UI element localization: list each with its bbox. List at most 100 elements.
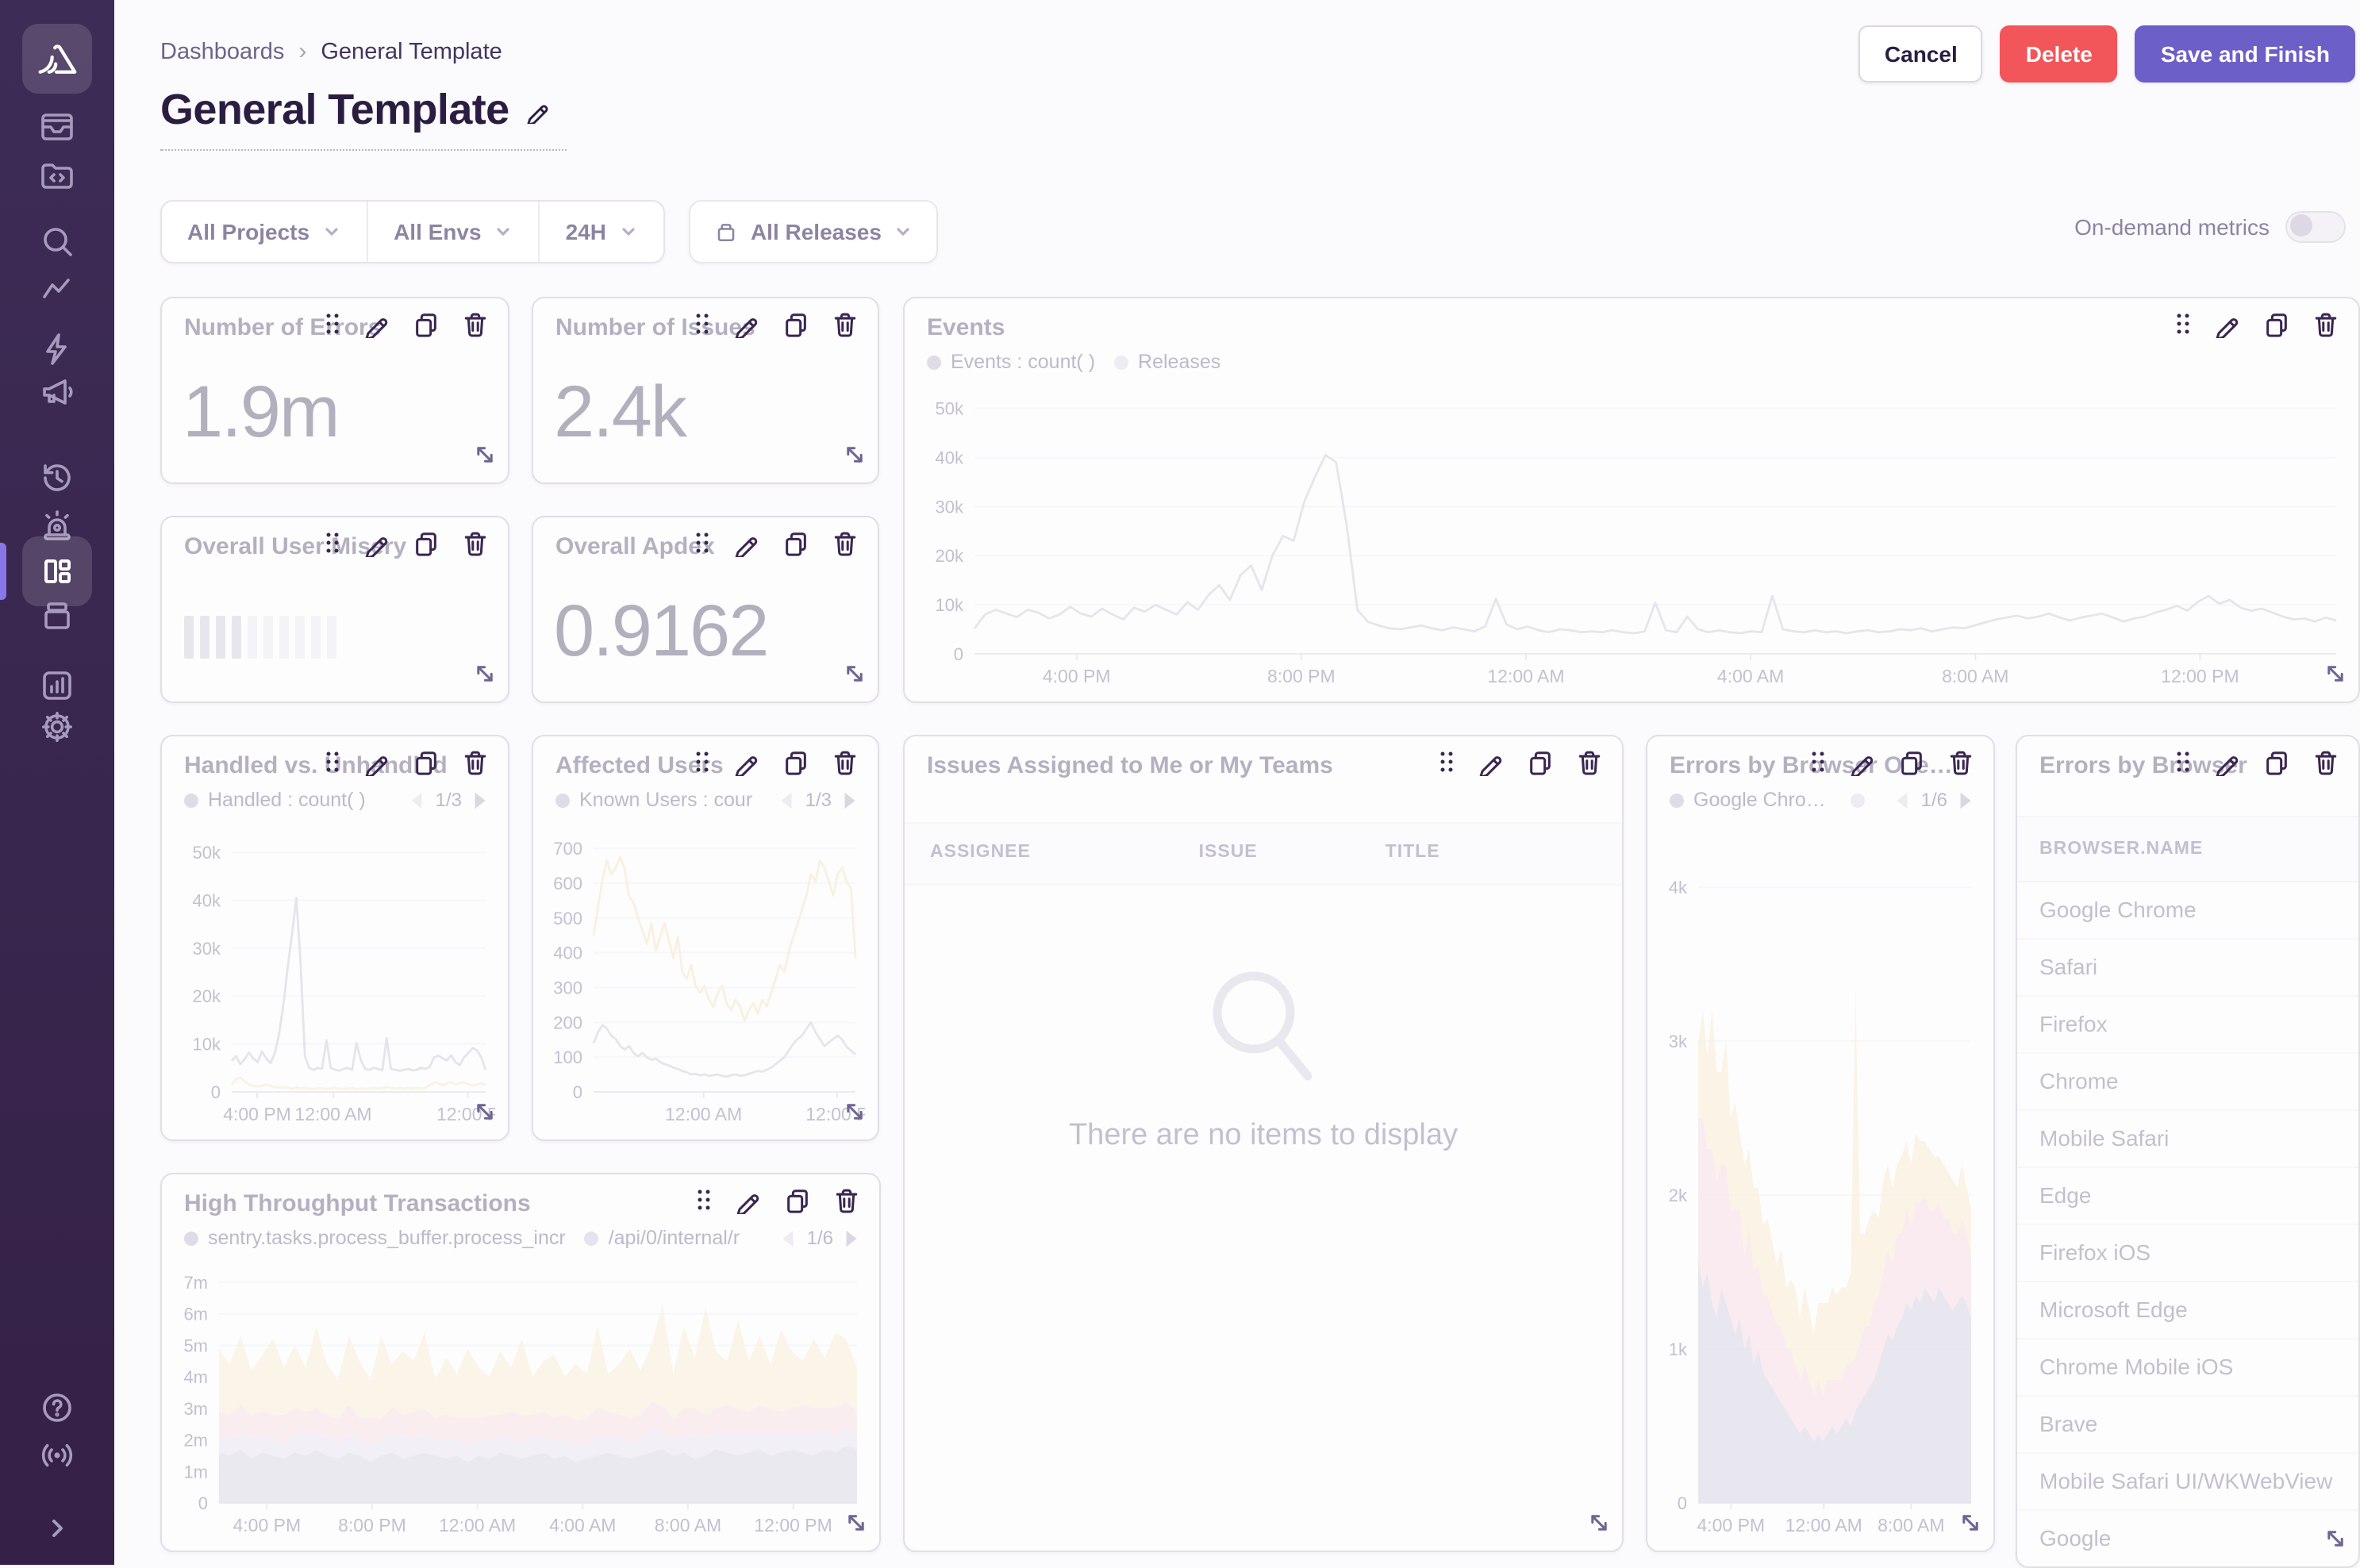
pagination-prev-icon[interactable] xyxy=(780,1228,796,1248)
chart-plot-area[interactable]: 0 1m 2m 3m 4m 5m 6m 7m 4:00 PM 8:00 PM 12:00 AM 4:0… xyxy=(175,1257,867,1541)
duplicate-copy-icon[interactable] xyxy=(782,311,809,338)
sidebar-item-performance[interactable] xyxy=(38,271,76,309)
delete-trash-icon[interactable] xyxy=(2312,749,2339,776)
drag-handle-icon[interactable] xyxy=(694,530,711,555)
resize-handle-icon[interactable] xyxy=(2323,662,2347,694)
drag-handle-icon[interactable] xyxy=(694,749,711,774)
delete-trash-icon[interactable] xyxy=(1947,749,1974,776)
duplicate-copy-icon[interactable] xyxy=(1898,749,1925,776)
resize-handle-icon[interactable] xyxy=(843,662,867,694)
delete-trash-icon[interactable] xyxy=(462,530,489,557)
table-row[interactable]: Google xyxy=(2017,1511,2358,1566)
edit-title-pencil-icon[interactable] xyxy=(525,98,551,132)
pagination-prev-icon[interactable] xyxy=(778,790,794,810)
drag-handle-icon[interactable] xyxy=(694,311,711,336)
duplicate-copy-icon[interactable] xyxy=(782,530,809,557)
legend-item[interactable] xyxy=(1851,793,1875,807)
breadcrumb-dashboards-link[interactable]: Dashboards xyxy=(160,39,285,64)
sidebar-item-feedback[interactable] xyxy=(38,373,76,411)
legend-item[interactable]: Known Users : cour xyxy=(555,789,752,811)
sidebar-item-issues[interactable] xyxy=(38,108,76,146)
pagination-next-icon[interactable] xyxy=(1958,790,1974,810)
sidebar-item-settings[interactable] xyxy=(38,708,76,746)
duplicate-copy-icon[interactable] xyxy=(782,749,809,776)
table-row[interactable]: Mobile Safari xyxy=(2017,1111,2358,1168)
drag-handle-icon[interactable] xyxy=(2174,311,2192,336)
drag-handle-icon[interactable] xyxy=(2174,749,2192,774)
sidebar-item-dashboards[interactable] xyxy=(22,536,92,606)
delete-trash-icon[interactable] xyxy=(462,311,489,338)
chart-plot-area[interactable]: 0 100 200 300 400 500 600 700 12:00 AM 12:00 P xyxy=(546,825,868,1130)
resize-handle-icon[interactable] xyxy=(844,1511,868,1543)
releases-filter[interactable]: All Releases xyxy=(688,200,939,263)
legend-item[interactable]: Events : count( ) xyxy=(927,351,1095,373)
sidebar-item-alerts-lightning[interactable] xyxy=(38,330,76,368)
delete-button[interactable]: Delete xyxy=(2000,25,2118,83)
save-and-finish-button[interactable]: Save and Finish xyxy=(2135,25,2355,83)
edit-pencil-icon[interactable] xyxy=(2214,311,2241,338)
edit-pencil-icon[interactable] xyxy=(735,1187,762,1214)
edit-pencil-icon[interactable] xyxy=(1849,749,1876,776)
table-row[interactable]: Safari xyxy=(2017,940,2358,997)
pagination-next-icon[interactable] xyxy=(844,1228,860,1248)
cancel-button[interactable]: Cancel xyxy=(1858,25,1983,83)
resize-handle-icon[interactable] xyxy=(1587,1511,1611,1543)
sentry-logo[interactable] xyxy=(22,24,92,94)
on-demand-metrics-toggle[interactable] xyxy=(2285,211,2346,243)
legend-item[interactable]: /api/0/internal/r xyxy=(584,1227,740,1249)
resize-handle-icon[interactable] xyxy=(1958,1511,1982,1543)
sidebar-item-search[interactable] xyxy=(38,222,76,260)
sidebar-item-stats[interactable] xyxy=(38,667,76,705)
drag-handle-icon[interactable] xyxy=(324,311,341,336)
drag-handle-icon[interactable] xyxy=(1809,749,1827,774)
table-row[interactable]: Microsoft Edge xyxy=(2017,1282,2358,1339)
drag-handle-icon[interactable] xyxy=(695,1187,713,1213)
table-row[interactable]: Brave xyxy=(2017,1397,2358,1454)
edit-pencil-icon[interactable] xyxy=(733,311,760,338)
edit-pencil-icon[interactable] xyxy=(1478,749,1505,776)
sidebar-item-alerts-siren[interactable] xyxy=(38,506,76,544)
sidebar-item-session-history[interactable] xyxy=(38,459,76,497)
table-row[interactable]: Mobile Safari UI/WKWebView xyxy=(2017,1454,2358,1511)
table-row[interactable]: Chrome Mobile iOS xyxy=(2017,1339,2358,1397)
chart-plot-area[interactable]: 0 10k 20k 30k 40k 50k 4:00 PM 12:00 AM 12:00 P xyxy=(175,825,500,1130)
resize-handle-icon[interactable] xyxy=(473,1100,497,1132)
drag-handle-icon[interactable] xyxy=(1438,749,1455,774)
delete-trash-icon[interactable] xyxy=(832,311,859,338)
edit-pencil-icon[interactable] xyxy=(363,530,390,557)
chart-plot-area[interactable]: 0 10k 20k 30k 40k 50k 4:00 PM 8:00 PM 12:00 AM 4:… xyxy=(917,381,2346,692)
date-range-filter[interactable]: 24H xyxy=(538,202,663,262)
drag-handle-icon[interactable] xyxy=(324,749,341,774)
resize-handle-icon[interactable] xyxy=(843,1100,867,1132)
duplicate-copy-icon[interactable] xyxy=(413,530,440,557)
resize-handle-icon[interactable] xyxy=(843,443,867,475)
chart-plot-area[interactable]: 0 1k 2k 3k 4k 4:00 PM 12:00 AM 8:00 AM xyxy=(1660,828,1981,1541)
environments-filter[interactable]: All Envs xyxy=(367,202,539,262)
sidebar-collapse-chevron[interactable] xyxy=(38,1509,76,1547)
duplicate-copy-icon[interactable] xyxy=(2263,311,2290,338)
delete-trash-icon[interactable] xyxy=(462,749,489,776)
duplicate-copy-icon[interactable] xyxy=(1527,749,1554,776)
resize-handle-icon[interactable] xyxy=(473,662,497,694)
duplicate-copy-icon[interactable] xyxy=(784,1187,811,1214)
resize-handle-icon[interactable] xyxy=(473,443,497,475)
edit-pencil-icon[interactable] xyxy=(733,749,760,776)
sidebar-item-help[interactable] xyxy=(38,1389,76,1427)
legend-item[interactable]: Google Chrome xyxy=(1670,789,1832,811)
delete-trash-icon[interactable] xyxy=(832,749,859,776)
edit-pencil-icon[interactable] xyxy=(2214,749,2241,776)
pagination-prev-icon[interactable] xyxy=(1894,790,1910,810)
pagination-prev-icon[interactable] xyxy=(409,790,425,810)
duplicate-copy-icon[interactable] xyxy=(413,311,440,338)
legend-item[interactable]: sentry.tasks.process_buffer.process_incr xyxy=(184,1227,566,1249)
duplicate-copy-icon[interactable] xyxy=(413,749,440,776)
delete-trash-icon[interactable] xyxy=(2312,311,2339,338)
table-row[interactable]: Firefox xyxy=(2017,997,2358,1054)
sidebar-item-projects[interactable] xyxy=(38,156,76,194)
table-row[interactable]: Edge xyxy=(2017,1168,2358,1225)
projects-filter[interactable]: All Projects xyxy=(162,202,367,262)
delete-trash-icon[interactable] xyxy=(832,530,859,557)
edit-pencil-icon[interactable] xyxy=(363,311,390,338)
legend-item[interactable]: Handled : count( ) xyxy=(184,789,366,811)
table-row[interactable]: Firefox iOS xyxy=(2017,1225,2358,1282)
